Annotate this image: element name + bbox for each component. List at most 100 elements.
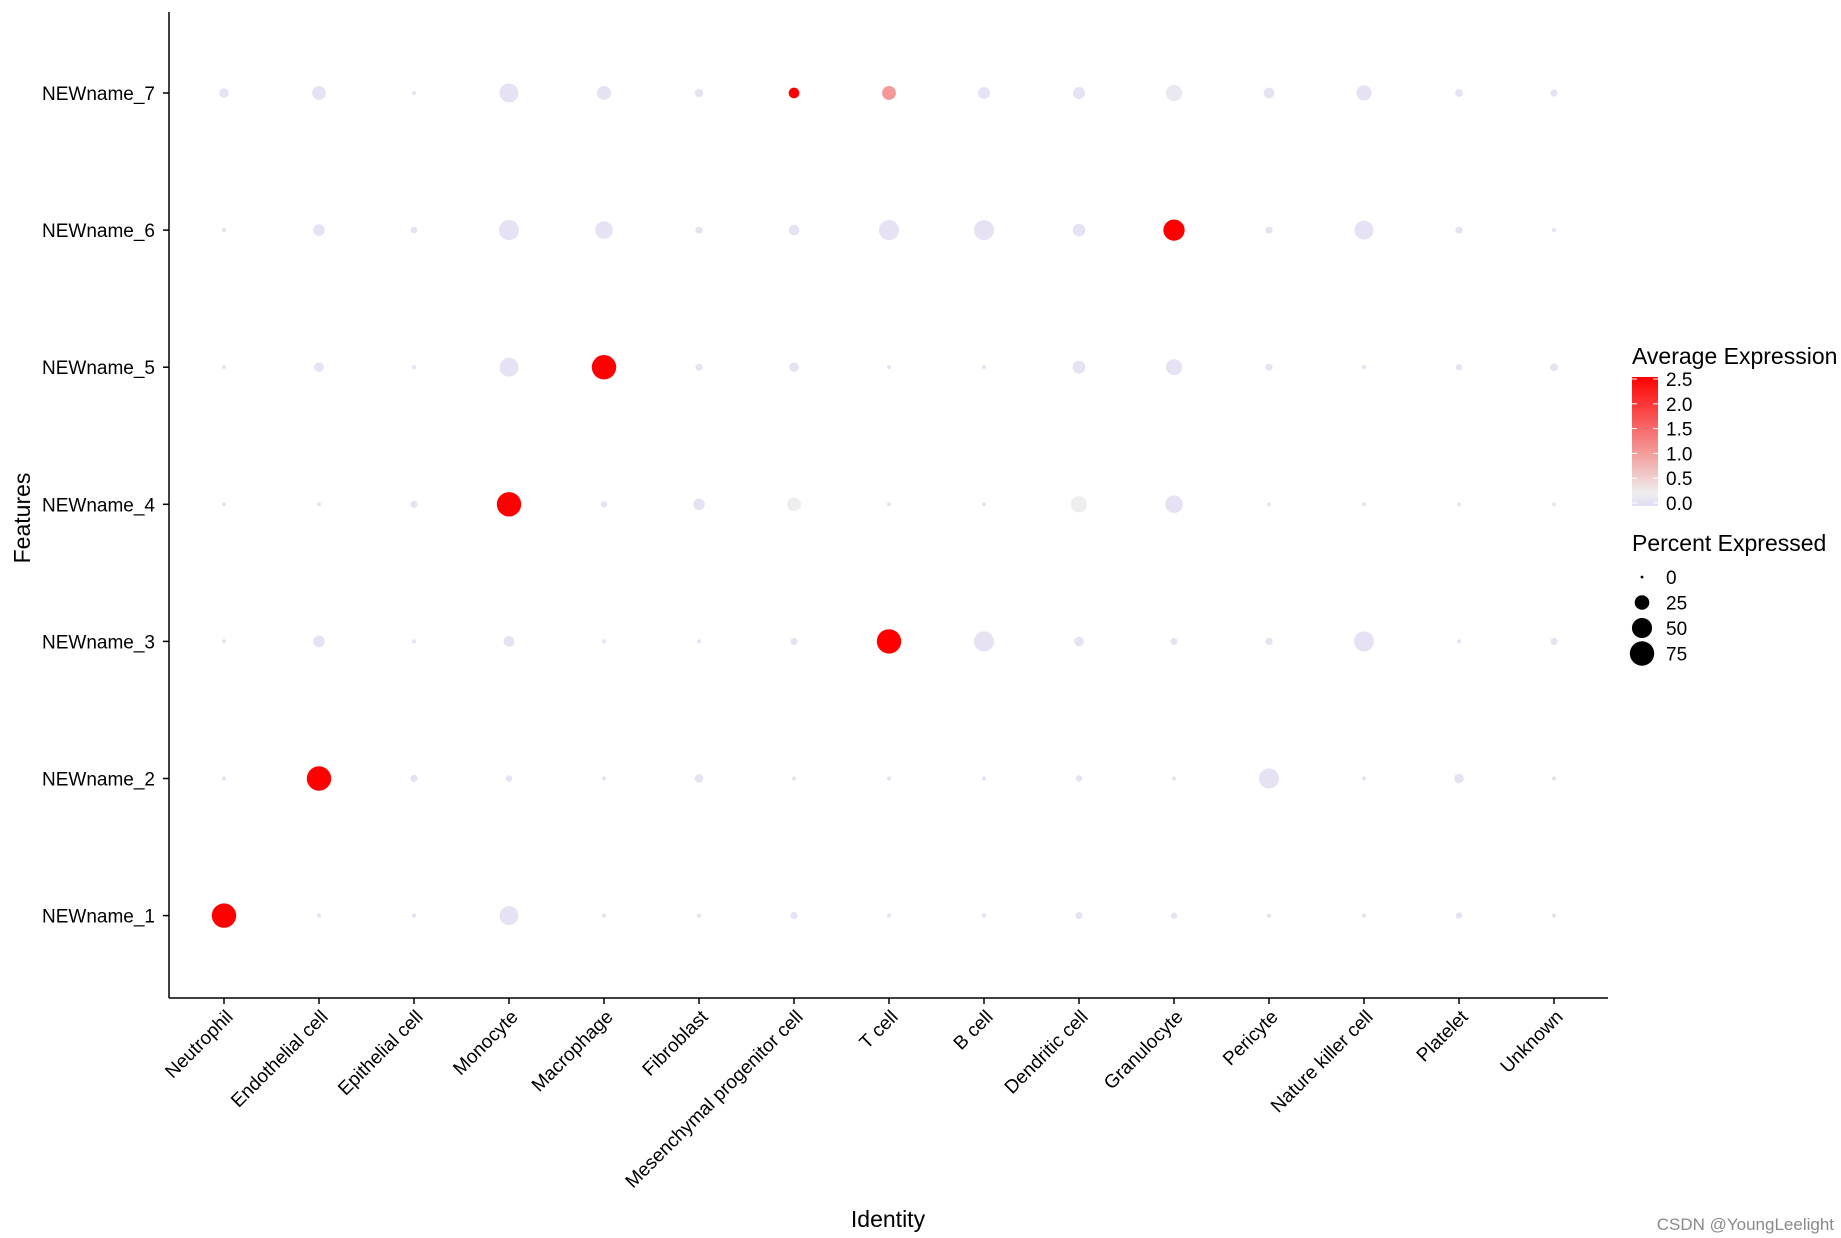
dot-NEWname_4-6 (787, 497, 801, 512)
dot-NEWname_1-1 (316, 913, 322, 918)
dot-NEWname_6-9 (1072, 223, 1086, 237)
dot-NEWname_5-0 (221, 365, 227, 370)
dot-NEWname_6-2 (410, 226, 418, 234)
dot-NEWname_2-0 (221, 776, 227, 781)
dot-NEWname_3-6 (790, 637, 798, 645)
dot-NEWname_5-2 (411, 365, 417, 370)
dot-NEWname_4-4 (600, 501, 608, 508)
dot-NEWname_3-3 (503, 636, 515, 647)
dot-NEWname_2-4 (601, 776, 607, 781)
dot-NEWname_1-5 (696, 913, 702, 918)
x-tick-label: Monocyte (449, 1007, 522, 1080)
dot-NEWname_3-1 (313, 635, 325, 648)
color-legend-label: 2.0 (1666, 395, 1692, 416)
dot-NEWname_4-8 (981, 502, 987, 507)
dot-NEWname_4-3 (496, 492, 522, 517)
y-tick-label: NEWname_1 (42, 907, 155, 928)
dot-NEWname_4-1 (316, 502, 322, 507)
dot-NEWname_4-12 (1361, 502, 1367, 507)
dot-NEWname_2-3 (505, 775, 513, 782)
x-tick-label: Mesenchymal progenitor cell (622, 1007, 808, 1193)
dot-NEWname_1-9 (1075, 912, 1083, 920)
dot-NEWname_6-14 (1551, 228, 1557, 233)
dot-NEWname_7-7 (882, 86, 896, 100)
dot-NEWname_5-11 (1265, 363, 1273, 371)
color-legend-label: 2.5 (1666, 370, 1692, 391)
dot-NEWname_3-5 (696, 639, 702, 644)
x-tick-label: Granulocyte (1100, 1007, 1187, 1094)
dot-NEWname_4-0 (221, 502, 227, 507)
dot-NEWname_6-4 (595, 221, 613, 239)
dot-NEWname_5-13 (1455, 364, 1463, 371)
dot-NEWname_3-14 (1550, 637, 1558, 645)
y-tick-label: NEWname_5 (42, 358, 155, 379)
x-tick-label: B cell (950, 1007, 998, 1055)
dot-NEWname_3-0 (221, 639, 227, 644)
dot-NEWname_1-10 (1170, 912, 1178, 919)
color-legend-bar (1632, 377, 1658, 506)
dot-NEWname_3-2 (411, 639, 417, 644)
x-tick-label: Macrophage (528, 1007, 618, 1097)
watermark: CSDN @YoungLeelight (1657, 1215, 1835, 1234)
dot-NEWname_5-12 (1361, 365, 1367, 370)
x-tick-label: Dendritic cell (1001, 1007, 1093, 1099)
dot-NEWname_3-12 (1353, 631, 1375, 652)
size-legend-dot (1640, 575, 1644, 579)
x-tick-label: Nature killer cell (1267, 1007, 1377, 1117)
dot-NEWname_5-3 (499, 357, 519, 377)
dot-NEWname_6-8 (973, 220, 995, 241)
dot-NEWname_2-12 (1361, 776, 1367, 781)
y-axis-ticks: NEWname_7 NEWname_6 NEWname_5 NEWname_4 NEWn… (42, 84, 169, 928)
x-tick-label: Fibroblast (639, 1006, 713, 1080)
x-tick-label: Neutrophil (161, 1007, 237, 1083)
dot-NEWname_6-6 (788, 224, 800, 236)
color-legend-label: 1.0 (1666, 444, 1692, 465)
dot-NEWname_5-9 (1072, 360, 1086, 374)
dot-NEWname_1-0 (211, 903, 237, 928)
dot-NEWname_1-8 (981, 913, 987, 918)
dot-NEWname_4-13 (1456, 502, 1462, 507)
color-legend-label: 0.5 (1666, 469, 1692, 490)
y-tick-label: NEWname_3 (42, 632, 155, 653)
x-tick-label: Unknown (1497, 1007, 1568, 1078)
dot-NEWname_3-8 (973, 631, 995, 652)
dot-NEWname_7-1 (312, 86, 326, 100)
y-tick-label: NEWname_2 (42, 770, 155, 791)
y-tick-label: NEWname_4 (42, 495, 155, 516)
dot-NEWname_5-1 (314, 362, 324, 373)
dot-NEWname_4-7 (886, 502, 892, 507)
dot-NEWname_1-12 (1361, 913, 1367, 918)
dot-NEWname_7-3 (499, 83, 519, 103)
size-legend-dot (1631, 617, 1653, 639)
dot-NEWname_7-12 (1356, 85, 1372, 101)
dot-NEWname_6-0 (221, 228, 227, 233)
dot-NEWname_5-5 (695, 363, 703, 371)
color-legend-ticks: 2.5 2.0 1.5 1.0 0.5 0.0 (1632, 370, 1692, 515)
x-tick-label: Platelet (1413, 1006, 1473, 1066)
dot-NEWname_2-11 (1258, 768, 1280, 789)
dot-NEWname_1-3 (499, 906, 519, 926)
dot-NEWname_6-3 (498, 220, 520, 241)
dot-NEWname_1-13 (1455, 912, 1463, 919)
x-tick-label: Pericyte (1219, 1007, 1282, 1070)
size-legend-label: 0 (1666, 568, 1677, 589)
dot-NEWname_6-11 (1265, 226, 1273, 234)
dot-NEWname_4-11 (1266, 502, 1272, 507)
dot-NEWname_1-14 (1551, 913, 1557, 918)
dot-NEWname_7-0 (219, 88, 229, 98)
dot-NEWname_3-7 (876, 629, 902, 654)
dot-NEWname_4-10 (1165, 495, 1183, 514)
dot-NEWname_1-4 (601, 913, 607, 918)
dot-NEWname_1-7 (886, 913, 892, 918)
dot-NEWname_6-10 (1163, 219, 1185, 241)
dot-NEWname_7-4 (597, 86, 611, 100)
dot-NEWname_3-9 (1074, 636, 1084, 647)
dot-NEWname_7-8 (978, 87, 990, 99)
dot-NEWname_2-5 (694, 774, 704, 783)
dot-NEWname_5-4 (591, 355, 617, 380)
dot-NEWname_4-5 (693, 498, 705, 511)
y-tick-label: NEWname_7 (42, 84, 155, 105)
dots-layer (211, 83, 1558, 928)
